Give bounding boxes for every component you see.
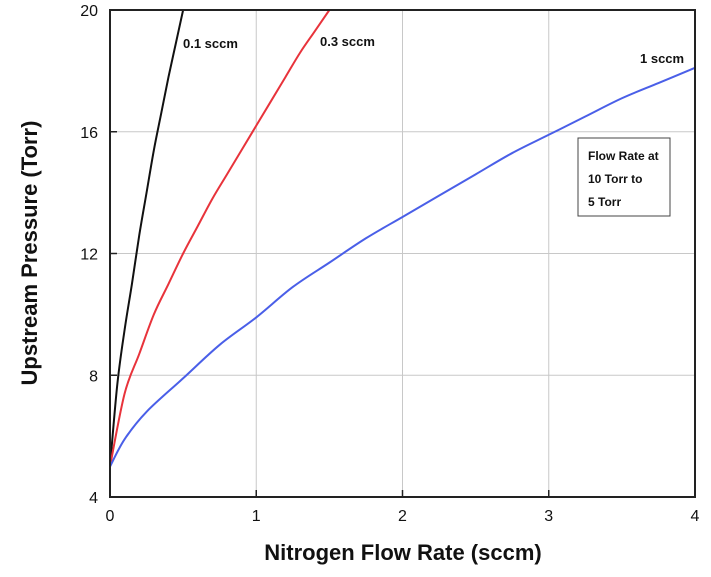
x-tick-label: 1 (252, 508, 261, 525)
series-label-0-3-sccm: 0.3 sccm (320, 34, 375, 49)
x-axis-title: Nitrogen Flow Rate (sccm) (264, 540, 541, 565)
grid (110, 10, 695, 497)
y-tick-label: 16 (80, 125, 98, 142)
series-group (109, 9, 696, 468)
x-tick-label: 4 (691, 508, 700, 525)
series-line-1-sccm (109, 66, 696, 468)
annotation-line-3: 5 Torr (588, 195, 621, 209)
series-label-1-sccm: 1 sccm (640, 51, 684, 66)
y-tick-label: 12 (80, 247, 98, 264)
y-axis-title: Upstream Pressure (Torr) (17, 121, 42, 386)
annotation-box-frame (577, 137, 671, 217)
x-tick-label: 3 (544, 508, 553, 525)
series-line-0-3-sccm (109, 9, 331, 468)
annotation-box: Flow Rate at 10 Torr to 5 Torr (577, 137, 671, 217)
series-line-0-1-sccm (109, 9, 185, 468)
y-tick-label: 4 (89, 490, 98, 507)
annotation-line-2: 10 Torr to (588, 172, 642, 186)
y-tick-label: 20 (80, 3, 98, 20)
x-tick-label: 0 (106, 508, 115, 525)
annotation-line-1: Flow Rate at (588, 149, 659, 163)
y-tick-label: 8 (89, 368, 98, 385)
series-label-0-1-sccm: 0.1 sccm (183, 36, 238, 51)
x-tick-label: 2 (398, 508, 407, 525)
